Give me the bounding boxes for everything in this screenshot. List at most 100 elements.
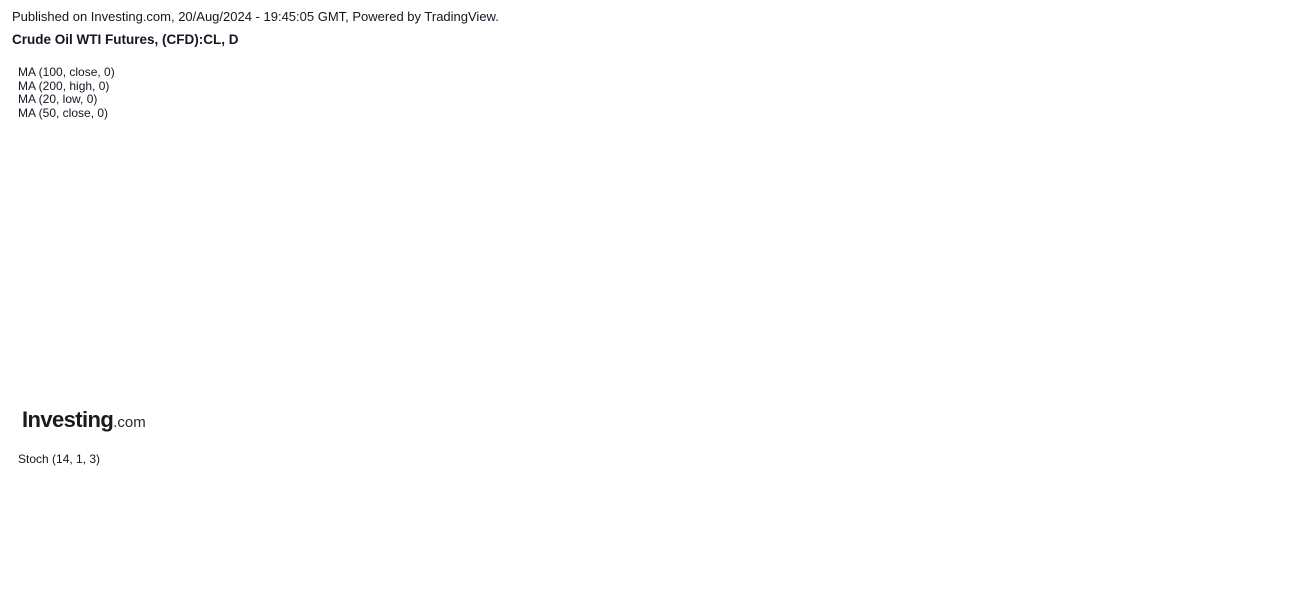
event-marker-label: P xyxy=(236,231,243,242)
candle-down xyxy=(895,331,901,338)
price-label-value: 78.35 xyxy=(1236,295,1264,307)
indicator-legend: MA (100, close, 0) MA (200, high, 0) MA … xyxy=(18,65,115,120)
candle-up xyxy=(72,376,78,389)
candle-up xyxy=(1059,286,1065,332)
candle-down xyxy=(477,331,483,389)
candle-down xyxy=(983,241,989,268)
candle-down xyxy=(743,203,749,229)
candle-down xyxy=(1008,292,1014,312)
candle-up xyxy=(692,216,698,242)
candle-up xyxy=(958,219,964,236)
candle-up xyxy=(199,248,205,278)
x-tick-label: Nov xyxy=(397,578,417,590)
candle-down xyxy=(806,280,812,293)
candle-up xyxy=(907,305,913,338)
candle-up xyxy=(9,369,15,378)
candle-up xyxy=(148,230,154,255)
candle-up xyxy=(249,108,255,133)
stoch-band xyxy=(8,470,1226,543)
legend-ma100[interactable]: MA (100, close, 0) xyxy=(18,65,115,79)
candle-up xyxy=(34,352,40,383)
candle-up xyxy=(945,235,951,248)
stoch-label-box xyxy=(1228,524,1284,539)
stoch-legend[interactable]: Stoch (14, 1, 3) xyxy=(18,452,101,466)
candle-up xyxy=(591,267,597,306)
x-tick-label: Sep xyxy=(255,578,275,590)
candle-down xyxy=(844,267,850,280)
candle-down xyxy=(528,337,534,357)
stoch-price-label-0: 42.8199 xyxy=(1228,507,1284,522)
candle-down xyxy=(47,352,53,370)
candle-down xyxy=(1034,344,1040,364)
x-tick-label: Aug xyxy=(180,578,200,590)
candle-up xyxy=(452,305,458,325)
candle-down xyxy=(439,299,445,325)
price-label-value: 73.28 xyxy=(1236,344,1264,356)
x-tick-label: Apr xyxy=(755,578,772,590)
candle-down xyxy=(338,184,344,191)
x-tick-label: Aug xyxy=(1045,578,1065,590)
price-label-last-4: 73.28 xyxy=(1228,342,1272,357)
candle-down xyxy=(173,246,179,268)
candle-down xyxy=(300,177,306,223)
candle-up xyxy=(85,350,91,376)
candle-down xyxy=(996,267,1002,293)
price-label-ma-0: 79.16 xyxy=(1228,261,1272,276)
candle-down xyxy=(654,280,660,287)
candle-up xyxy=(553,356,559,366)
candle-down xyxy=(970,219,976,242)
candle-down xyxy=(363,196,369,223)
candle-down xyxy=(464,305,470,332)
candle-down xyxy=(1097,331,1103,341)
price-label-ma-3: 74.11 xyxy=(1228,326,1272,341)
y-tick-label: 82.50 xyxy=(1235,217,1263,229)
stoch-y-tick-label: 0.0000 xyxy=(1235,561,1269,573)
logo-suffix: .com xyxy=(113,414,146,431)
candle-up xyxy=(490,363,496,389)
candle-up xyxy=(211,203,217,248)
candle-up xyxy=(1072,286,1078,288)
stoch-label-box xyxy=(1228,507,1284,522)
candle-up xyxy=(920,267,926,306)
candle-up xyxy=(717,177,723,191)
legend-ma50[interactable]: MA (50, close, 0) xyxy=(18,105,109,120)
candle-down xyxy=(186,267,192,278)
candle-up xyxy=(237,132,243,165)
candle-down xyxy=(22,369,28,383)
stoch-k-line xyxy=(7,452,1101,558)
y-tick-label: 90.00 xyxy=(1235,121,1263,133)
candle-down xyxy=(262,108,268,119)
y-tick-label: 77.50 xyxy=(1235,281,1263,293)
candle-down xyxy=(819,292,825,306)
stoch-y-tick-label: 80.0000 xyxy=(1235,466,1275,478)
investing-logo: Investing.com xyxy=(22,407,146,433)
stoch-price-label-1: 31.3316 xyxy=(1228,524,1284,539)
candle-up xyxy=(629,299,635,319)
candle-down xyxy=(1084,286,1090,332)
candle-up xyxy=(224,164,230,204)
y-tick-label: 70.00 xyxy=(1235,377,1263,389)
x-tick-label: Feb xyxy=(618,578,637,590)
legend-ma20[interactable]: MA (20, low, 0) xyxy=(18,92,98,106)
candle-up xyxy=(98,324,104,351)
stoch-label-value: 42.8199 xyxy=(1236,509,1276,521)
symbol-title: Crude Oil WTI Futures, (CFD):CL, D xyxy=(12,32,239,47)
candle-down xyxy=(287,145,293,178)
ma20-line xyxy=(7,181,1101,349)
price-label-ma-2: 78.35 xyxy=(1228,293,1272,308)
x-tick-label: Oct xyxy=(1189,578,1206,590)
candle-up xyxy=(502,337,508,364)
candle-up xyxy=(642,280,648,300)
candles-group xyxy=(9,100,1103,397)
candle-up xyxy=(831,267,837,306)
ma50-line xyxy=(7,160,1101,384)
logo-main: Investing xyxy=(22,407,114,432)
legend-ma200[interactable]: MA (200, high, 0) xyxy=(18,78,110,93)
candle-down xyxy=(401,280,407,312)
price-label-box xyxy=(1228,293,1272,308)
y-tick-label: 85.00 xyxy=(1235,185,1263,197)
price-label-box xyxy=(1228,326,1272,341)
candle-down xyxy=(869,299,875,312)
price-label-ma-1: 78.46 xyxy=(1228,277,1272,292)
